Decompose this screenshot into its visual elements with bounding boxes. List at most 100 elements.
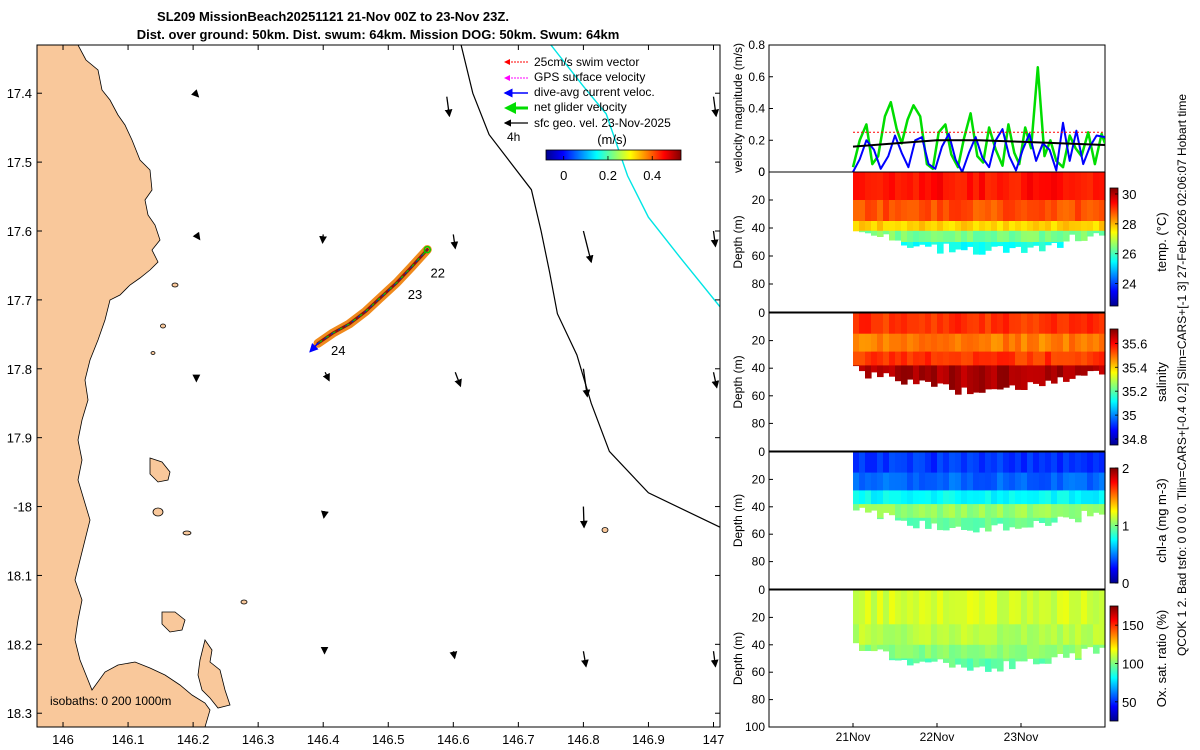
section-cell <box>931 590 938 625</box>
section-cell <box>1081 230 1088 241</box>
section-cell <box>1051 200 1058 222</box>
section-cell <box>997 200 1004 222</box>
section-cell <box>859 200 866 222</box>
section-cell <box>1033 452 1040 474</box>
section-cell <box>871 644 878 652</box>
section-cell <box>1087 504 1094 517</box>
section-cell <box>889 221 896 232</box>
section-cell <box>1021 644 1028 660</box>
section-cell <box>1099 504 1106 515</box>
section-cell <box>865 644 872 651</box>
section-cell <box>1099 333 1106 353</box>
section-cell <box>895 172 902 201</box>
section-cell <box>949 504 956 519</box>
section-cell <box>973 365 980 393</box>
section-cell <box>991 351 998 366</box>
section-cell <box>883 472 890 491</box>
section-cell <box>1063 221 1070 232</box>
section-cell <box>883 200 890 222</box>
section-cell <box>913 504 920 519</box>
section-cell <box>901 504 908 519</box>
section-cell <box>859 172 866 201</box>
section-cell <box>907 351 914 366</box>
section-cell <box>907 230 914 243</box>
section-cell <box>997 644 1004 660</box>
section-cell <box>907 472 914 491</box>
time-x-tick-label: 23Nov <box>1004 730 1039 744</box>
section-cell <box>1063 230 1070 242</box>
section-cell <box>1033 313 1040 335</box>
section-cell <box>877 472 884 491</box>
section-cell <box>991 472 998 491</box>
section-cell <box>1009 242 1016 249</box>
section-cell <box>1081 351 1088 366</box>
section-cell <box>1045 313 1052 335</box>
section-cell <box>1093 230 1100 234</box>
section-cell <box>907 221 914 232</box>
section-cell <box>1039 230 1046 243</box>
section-cell <box>979 365 986 393</box>
section-cell <box>949 313 956 335</box>
section-cell <box>1081 490 1088 505</box>
section-cell <box>1045 242 1052 246</box>
section-cell <box>859 504 866 508</box>
island-hinch <box>161 611 186 633</box>
section-cell <box>1021 472 1028 491</box>
section-cell <box>997 490 1004 505</box>
section-cell <box>871 333 878 353</box>
section-cell <box>949 200 956 222</box>
section-cell <box>997 351 1004 366</box>
section-y-tick-label: 0 <box>758 445 765 459</box>
section-cell <box>1027 365 1034 383</box>
section-cell <box>901 333 908 353</box>
section-cell <box>925 333 932 353</box>
section-colorbar-tick-label: 150 <box>1122 618 1144 633</box>
section-cell <box>1039 452 1046 474</box>
section-cell <box>907 490 914 505</box>
section-cell <box>1015 221 1022 232</box>
section-cell <box>1045 351 1052 366</box>
section-cell <box>925 351 932 366</box>
section-cell <box>967 333 974 353</box>
map-x-tick-label: 146.6 <box>437 732 470 747</box>
section-cell <box>931 221 938 232</box>
section-cell <box>1045 590 1052 625</box>
section-cell <box>1051 624 1058 646</box>
coastline-land <box>37 45 211 727</box>
section-cell <box>1093 472 1100 491</box>
legend-label-net: net glider velocity <box>534 100 627 114</box>
section-colorbar-label: temp. (°C) <box>1154 212 1169 271</box>
section-y-tick-label: 40 <box>752 361 766 375</box>
section-cell <box>979 351 986 366</box>
section-cell <box>979 333 986 353</box>
velocity-series-line <box>852 139 1105 148</box>
section-colorbar-tick-label: 1 <box>1122 519 1129 534</box>
section-cell <box>907 452 914 474</box>
section-cell <box>919 624 926 646</box>
section-cell <box>913 242 920 247</box>
section-cell <box>973 452 980 474</box>
section-cell <box>943 624 950 646</box>
section-cell <box>883 644 890 652</box>
section-cell <box>997 658 1004 672</box>
section-frame <box>768 171 1106 313</box>
section-cell <box>1051 365 1058 384</box>
section-cell <box>889 333 896 353</box>
section-cell <box>1021 313 1028 335</box>
map-x-tick-label: 147 <box>703 732 725 747</box>
section-cell <box>859 472 866 491</box>
section-cell <box>1099 452 1106 474</box>
geostrophic-vectors <box>191 89 720 668</box>
section-cell <box>955 624 962 646</box>
section-cell <box>889 365 896 377</box>
section-cell <box>1063 472 1070 491</box>
section-cell <box>919 644 926 660</box>
section-cell <box>1033 333 1040 353</box>
section-cell <box>1099 351 1106 366</box>
section-cell <box>1045 472 1052 491</box>
section-y-tick-label: 60 <box>752 527 766 541</box>
section-cell <box>907 333 914 353</box>
section-cell <box>901 644 908 660</box>
section-cell <box>949 658 956 668</box>
section-cell <box>979 504 986 519</box>
